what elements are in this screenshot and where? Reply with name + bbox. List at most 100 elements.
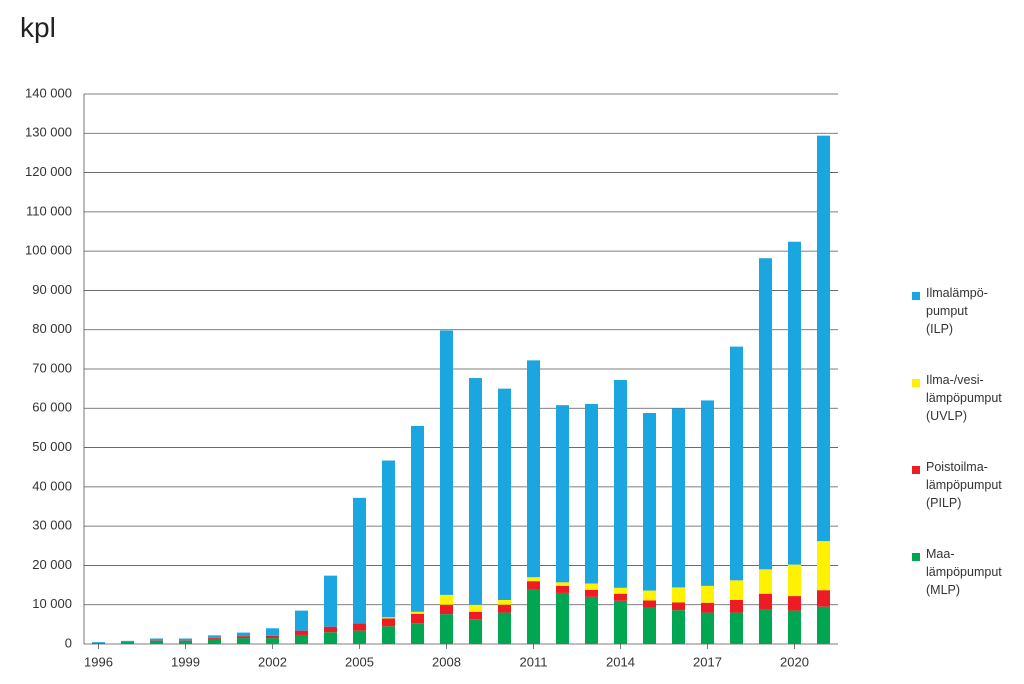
bar-segment: [701, 400, 714, 586]
bar-segment: [643, 590, 656, 601]
bar-segment: [585, 589, 598, 597]
bar-segment: [701, 602, 714, 613]
bar-segment: [179, 640, 192, 644]
y-tick-label: 120 000: [25, 164, 72, 179]
bar-segment: [411, 425, 424, 612]
bar-segment: [382, 618, 395, 627]
bar-segment: [353, 630, 366, 644]
y-tick-label: 60 000: [32, 400, 72, 415]
legend-label: Maa- lämpöpumput (MLP): [926, 547, 1002, 597]
bar-segment: [817, 590, 830, 607]
bar-segment: [411, 611, 424, 614]
bar-segment: [672, 408, 685, 588]
bar-segment: [295, 610, 308, 631]
y-tick-label: 80 000: [32, 321, 72, 336]
y-tick-label: 10 000: [32, 596, 72, 611]
bar-segment: [817, 606, 830, 644]
x-tick-label: 2011: [520, 654, 548, 669]
bar-segment: [730, 612, 743, 644]
bar-segment: [92, 642, 105, 644]
bar-segment: [614, 600, 627, 644]
y-tick-label: 30 000: [32, 518, 72, 533]
bar-segment: [585, 403, 598, 584]
bar-segment: [295, 630, 308, 635]
bar-segment: [498, 600, 511, 605]
bar-segment: [788, 241, 801, 565]
x-tick-label: 2014: [606, 654, 635, 669]
bar-segment: [759, 258, 772, 570]
bar-segment: [701, 612, 714, 644]
bar-segment: [469, 604, 482, 612]
bar-segment: [527, 589, 540, 644]
bar-segment: [672, 602, 685, 611]
bar-segment: [498, 612, 511, 644]
bar-segment: [266, 628, 279, 636]
bar-segment: [817, 135, 830, 542]
bar-segment: [527, 360, 540, 578]
bar-segment: [614, 587, 627, 594]
bar-segment: [324, 575, 337, 627]
legend-swatch: [912, 292, 920, 300]
bar-segment: [759, 593, 772, 610]
bar-segment: [440, 330, 453, 595]
y-tick-label: 50 000: [32, 439, 72, 454]
bar-segment: [556, 582, 569, 586]
bar-segment: [353, 623, 366, 631]
bar-segment: [730, 580, 743, 600]
bar-segment: [150, 638, 163, 641]
bar-segment: [788, 610, 801, 644]
bar-segment: [440, 594, 453, 605]
legend-label: Poistoilma- lämpöpumput (PILP): [926, 460, 1002, 510]
bar-segment: [614, 380, 627, 588]
bar-segment: [440, 614, 453, 644]
bar-segment: [92, 642, 105, 643]
bar-segment: [324, 626, 337, 633]
bar-segment: [121, 642, 134, 644]
legend-label: Ilmalämpö- pumput (ILP): [926, 286, 988, 336]
bar-segment: [527, 577, 540, 582]
bar-segment: [759, 609, 772, 644]
bar-segment: [121, 640, 134, 643]
bar-segment: [585, 583, 598, 590]
y-tick-label: 90 000: [32, 282, 72, 297]
bar-segment: [295, 634, 308, 644]
x-tick-label: 2002: [258, 654, 287, 669]
bar-segment: [469, 378, 482, 605]
bar-segment: [469, 611, 482, 620]
bar-segment: [237, 638, 250, 644]
legend-swatch: [912, 553, 920, 561]
bar-segment: [208, 635, 221, 638]
bar-segment: [179, 638, 192, 641]
x-tick-label: 2017: [693, 654, 722, 669]
y-tick-label: 110 000: [26, 203, 72, 218]
bar-segment: [469, 619, 482, 644]
chart-title: kpl: [20, 12, 56, 43]
y-tick-label: 100 000: [25, 243, 72, 258]
bar-segment: [266, 638, 279, 644]
legend-swatch: [912, 379, 920, 387]
bar-segment: [324, 632, 337, 644]
bar-segment: [730, 346, 743, 581]
bar-segment: [643, 607, 656, 644]
x-tick-label: 2005: [345, 654, 374, 669]
bar-segment: [382, 460, 395, 618]
bar-segment: [353, 497, 366, 624]
x-tick-label: 1999: [171, 654, 200, 669]
bar-segment: [498, 388, 511, 600]
bar-segment: [150, 640, 163, 644]
y-tick-label: 140 000: [25, 85, 72, 100]
bar-segment: [730, 600, 743, 613]
legend-label: Ilma-/vesi- lämpöpumput (UVLP): [926, 373, 1002, 423]
bar-segment: [556, 585, 569, 593]
x-tick-label: 2008: [432, 654, 461, 669]
bar-segment: [556, 592, 569, 644]
bar-segment: [382, 626, 395, 644]
bar-segment: [411, 613, 424, 624]
bar-segment: [672, 587, 685, 603]
x-tick-label: 1996: [84, 654, 113, 669]
bar-segment: [643, 600, 656, 608]
bar-segment: [643, 413, 656, 591]
bar-segment: [237, 636, 250, 639]
